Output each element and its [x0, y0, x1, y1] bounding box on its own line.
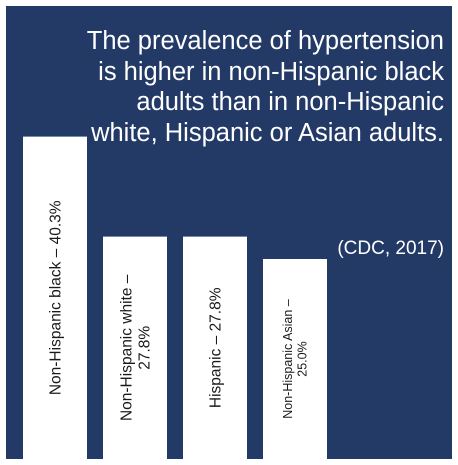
- bar-chart: Non-Hispanic black – 40.3% Non-Hispanic w…: [23, 136, 327, 459]
- bar-4: [263, 259, 327, 459]
- source-citation: (CDC, 2017): [337, 238, 444, 259]
- bar-label-3: Hispanic – 27.8%: [207, 287, 224, 408]
- bar-2: [103, 236, 167, 459]
- bar-1: [23, 136, 87, 459]
- bar-label-2: Non-Hispanic white –27.8%: [119, 274, 154, 421]
- bar-label-4: Non-Hispanic Asian –25.0%: [281, 299, 309, 419]
- headline-text: The prevalence of hypertension is higher…: [86, 27, 444, 147]
- bar-label-1: Non-Hispanic black – 40.3%: [47, 200, 64, 395]
- bar-3: [183, 236, 247, 459]
- chart-panel: Non-Hispanic black – 40.3% Non-Hispanic w…: [6, 6, 452, 459]
